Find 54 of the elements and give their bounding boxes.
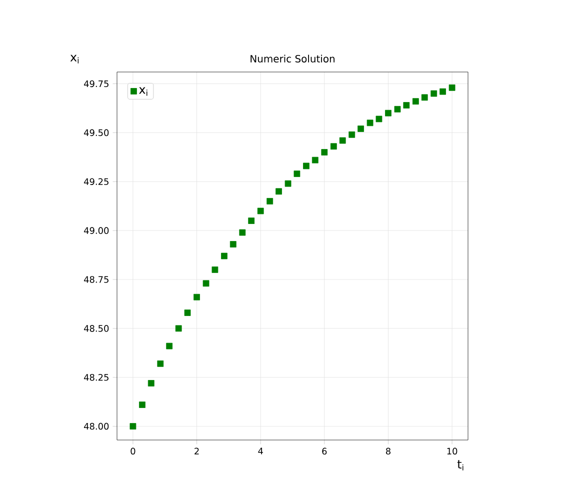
- point: [412, 98, 419, 105]
- point: [139, 402, 146, 408]
- chart-title: Numeric Solution: [250, 54, 335, 62]
- point: [248, 218, 255, 224]
- x-tick-label: 6: [322, 448, 327, 455]
- point: [312, 156, 318, 164]
- point: [230, 241, 236, 248]
- y-tick-label: 49.75: [84, 80, 108, 88]
- point: [376, 116, 382, 122]
- point: [148, 380, 154, 386]
- point: [303, 162, 310, 170]
- point: [440, 88, 446, 95]
- point: [421, 94, 428, 101]
- point: [166, 342, 173, 350]
- y-tick-label: 49.50: [84, 129, 109, 136]
- point: [430, 90, 438, 97]
- y-axis-title: x$_{i}$: [70, 54, 79, 64]
- point: [294, 170, 300, 177]
- point: [339, 137, 346, 144]
- point: [448, 84, 456, 91]
- point: [266, 198, 274, 204]
- y-tick-label: 48.00: [84, 422, 109, 430]
- point: [348, 131, 356, 138]
- point: [394, 106, 401, 112]
- point: [221, 252, 228, 260]
- x-tick-label: 10: [447, 448, 458, 455]
- point: [358, 126, 364, 132]
- point: [321, 149, 328, 156]
- point: [276, 188, 282, 195]
- point: [330, 143, 337, 150]
- y-tick-label: 48.75: [84, 276, 108, 283]
- legend-label: x$_{i}$: [139, 87, 148, 96]
- point: [257, 208, 264, 214]
- point: [284, 180, 292, 187]
- x-tick-label: 4: [258, 448, 263, 454]
- x-tick-label: 2: [194, 448, 199, 454]
- point: [212, 266, 218, 273]
- y-tick-label: 48.25: [84, 374, 108, 381]
- point: [130, 423, 136, 430]
- x-tick-label: 0: [130, 448, 136, 455]
- y-tick-label: 49.00: [84, 227, 109, 234]
- point: [239, 229, 246, 236]
- point: [157, 360, 164, 367]
- point: [184, 310, 191, 316]
- point: [403, 102, 410, 108]
- point: [385, 110, 392, 116]
- point: [366, 120, 374, 126]
- point: [194, 294, 200, 300]
- x-axis-title: t$_{i}$: [457, 460, 464, 470]
- point: [202, 280, 210, 287]
- x-tick-label: 8: [386, 448, 390, 455]
- y-tick-label: 48.50: [84, 325, 109, 332]
- point: [175, 325, 182, 332]
- y-tick-label: 49.25: [84, 178, 108, 186]
